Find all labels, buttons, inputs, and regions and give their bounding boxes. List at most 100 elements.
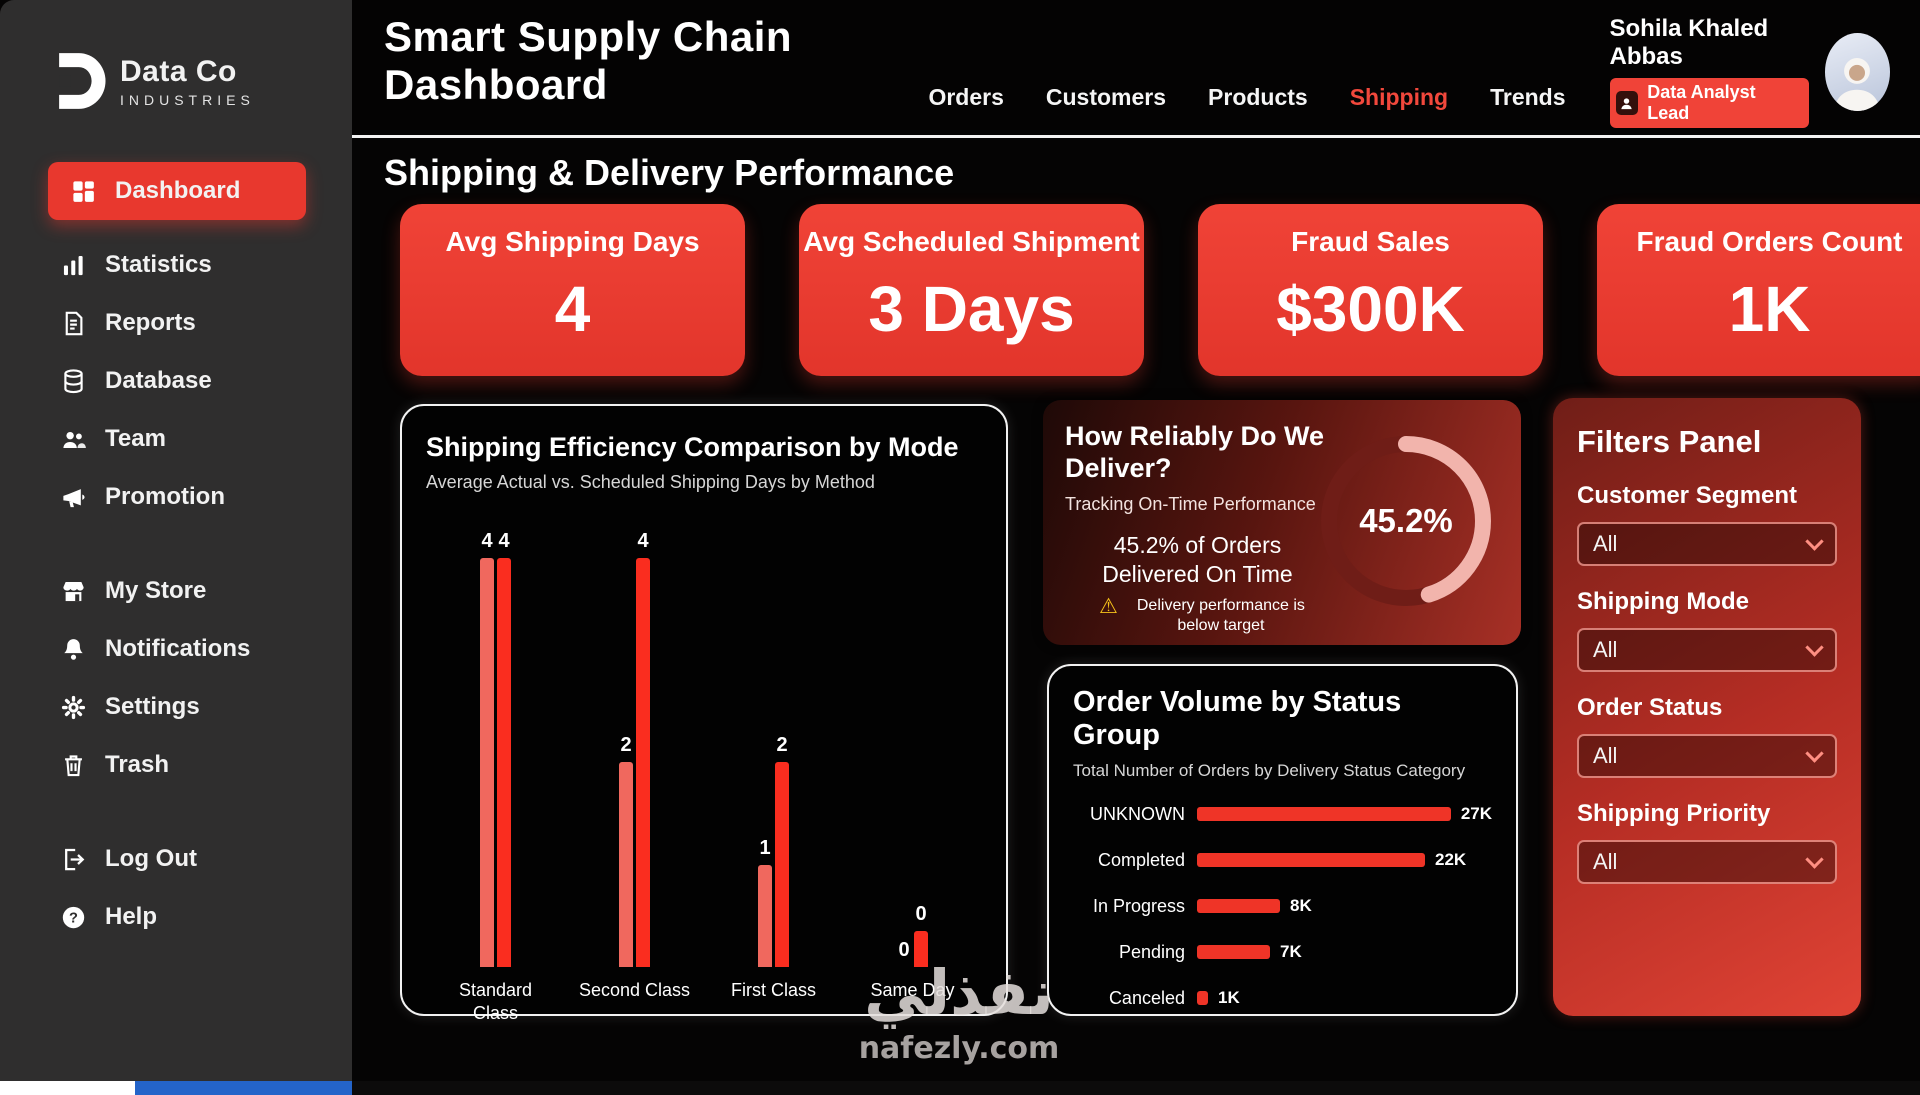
order-status-dropdown[interactable]: All — [1577, 734, 1837, 778]
shipping-priority-dropdown[interactable]: All — [1577, 840, 1837, 884]
nav-item-orders[interactable]: Orders — [928, 84, 1004, 110]
status-bar — [1197, 899, 1280, 913]
sidebar-item-team[interactable]: Team — [0, 410, 352, 468]
nav-item-shipping[interactable]: Shipping — [1349, 84, 1449, 110]
category-label: Same Day — [870, 980, 955, 1000]
sidebar-item-promotion[interactable]: Promotion — [0, 468, 352, 526]
watermark-domain: nafezly.com — [858, 1031, 1060, 1066]
status-label: In Progress — [1092, 895, 1185, 916]
sidebar-item-settings[interactable]: Settings — [0, 678, 352, 736]
brand-logo: Data Co INDUSTRIES — [0, 0, 352, 144]
chevron-down-icon — [1805, 637, 1824, 657]
trash-icon — [60, 752, 87, 779]
main-column: Smart Supply Chain Dashboard Orders Cust… — [352, 0, 1920, 1081]
team-icon — [60, 426, 87, 453]
order-volume-chart-card: Order Volume by Status Group Total Numbe… — [1047, 664, 1518, 1016]
status-label: Canceled — [1108, 987, 1185, 1008]
sidebar-item-logout[interactable]: Log Out — [0, 830, 352, 888]
chevron-down-icon — [1805, 743, 1824, 763]
kpi-label: Avg Shipping Days — [445, 226, 700, 257]
bar-value-label: 4 — [481, 530, 493, 552]
nav-item-products[interactable]: Products — [1208, 84, 1308, 110]
status-label: Pending — [1118, 941, 1185, 962]
taskbar-fragment — [135, 1081, 352, 1095]
kpi-value: 4 — [554, 273, 591, 345]
status-row: In Progress 8K — [1073, 891, 1492, 921]
status-row: Pending 7K — [1073, 937, 1492, 967]
sidebar-item-help[interactable]: ? Help — [0, 888, 352, 946]
window-edge — [0, 1081, 135, 1095]
top-navigation: Orders Customers Products Shipping Trend… — [928, 84, 1565, 111]
dropdown-value: All — [1593, 743, 1618, 768]
kpi-avg-shipping-days: Avg Shipping Days 4 — [400, 204, 745, 376]
reliability-title: How Reliably Do We Deliver? — [1065, 421, 1325, 484]
warning-text: Delivery performance is below target — [1136, 597, 1305, 635]
chart-subtitle: Average Actual vs. Scheduled Shipping Da… — [426, 472, 875, 492]
sidebar-item-label: Dashboard — [115, 177, 241, 204]
shipping-mode-dropdown[interactable]: All — [1577, 628, 1837, 672]
sidebar-item-reports[interactable]: Reports — [0, 294, 352, 352]
sidebar-item-label: Database — [105, 367, 212, 394]
sidebar-item-notifications[interactable]: Notifications — [0, 620, 352, 678]
nav-item-customers[interactable]: Customers — [1045, 84, 1167, 110]
bar-column: 4 — [480, 515, 494, 967]
chevron-down-icon — [1805, 531, 1824, 551]
sidebar-item-label: Statistics — [105, 251, 212, 278]
status-value: 27K — [1460, 804, 1492, 823]
dashboard-content: Shipping & Delivery Performance Avg Ship… — [352, 138, 1920, 1081]
dropdown-value: All — [1593, 531, 1618, 556]
top-header: Smart Supply Chain Dashboard Orders Cust… — [352, 0, 1920, 138]
user-block: Sohila Khaled Abbas Data Analyst Lead — [1609, 15, 1890, 128]
bar-value-label: 2 — [776, 734, 788, 756]
customer-segment-dropdown[interactable]: All — [1577, 522, 1837, 566]
filter-label-shipping-priority: Shipping Priority — [1577, 800, 1771, 827]
filter-label-shipping-mode: Shipping Mode — [1577, 588, 1749, 615]
sidebar-item-trash[interactable]: Trash — [0, 736, 352, 794]
bar-column: 2 — [775, 515, 789, 967]
sidebar-group-gap — [0, 794, 352, 830]
sidebar-item-database[interactable]: Database — [0, 352, 352, 410]
sidebar-item-my-store[interactable]: My Store — [0, 562, 352, 620]
chart-title: Shipping Efficiency Comparison by Mode — [426, 432, 959, 462]
warning-row: ⚠ Delivery performance is below target — [1065, 596, 1350, 636]
status-value: 8K — [1290, 896, 1312, 915]
on-time-gauge: 45.2% — [1311, 426, 1501, 616]
gear-icon — [60, 694, 87, 721]
gauge-value: 45.2% — [1359, 502, 1453, 539]
chart-title: Order Volume by Status Group — [1073, 686, 1402, 751]
bar-actual — [480, 558, 494, 967]
status-row: Canceled 1K — [1073, 983, 1492, 1013]
bar-actual — [619, 762, 633, 967]
sidebar-item-label: Settings — [105, 693, 200, 720]
sidebar-item-label: My Store — [105, 577, 207, 604]
section-title: Shipping & Delivery Performance — [384, 152, 955, 193]
kpi-row: Avg Shipping Days 4 Avg Scheduled Shipme… — [400, 204, 1920, 376]
bar-value-label: 1 — [759, 837, 771, 859]
status-row: UNKNOWN 27K — [1073, 799, 1492, 829]
bar-column: 0 — [897, 515, 911, 967]
nav-item-trends[interactable]: Trends — [1490, 84, 1566, 110]
sidebar-item-dashboard[interactable]: Dashboard — [48, 162, 306, 220]
status-bar — [1197, 853, 1425, 867]
kpi-label: Fraud Orders Count — [1636, 226, 1903, 257]
bar-scheduled — [497, 558, 511, 967]
svg-text:?: ? — [69, 910, 78, 926]
kpi-fraud-sales: Fraud Sales $300K — [1198, 204, 1543, 376]
user-name: Sohila Khaled Abbas — [1609, 15, 1769, 70]
sidebar-item-statistics[interactable]: Statistics — [0, 236, 352, 294]
status-value: 7K — [1280, 942, 1302, 961]
filters-panel: Filters Panel Customer Segment All Shipp… — [1553, 398, 1861, 1016]
bar-column: 2 — [619, 515, 633, 967]
reliability-card: How Reliably Do We Deliver? Tracking On-… — [1043, 400, 1521, 645]
gauge-arc — [1321, 436, 1491, 606]
bar-chart-categories: Standard Class Second Class First Class Sam… — [426, 979, 982, 1026]
status-value: 1K — [1218, 988, 1240, 1007]
sidebar-item-label: Trash — [105, 751, 170, 778]
filter-label-order-status: Order Status — [1577, 694, 1723, 721]
avatar[interactable] — [1824, 32, 1890, 111]
